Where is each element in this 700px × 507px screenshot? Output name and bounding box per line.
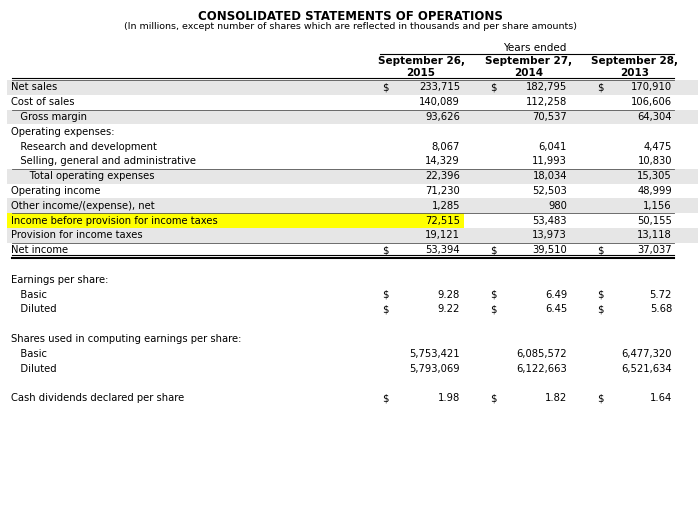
Bar (7, 80, 698, 95)
Text: Basic: Basic (11, 349, 47, 359)
Text: 64,304: 64,304 (638, 112, 672, 122)
Text: 53,394: 53,394 (426, 245, 460, 255)
Text: 93,626: 93,626 (425, 112, 460, 122)
Text: 11,993: 11,993 (532, 156, 567, 166)
Text: 22,396: 22,396 (425, 171, 460, 181)
Text: Diluted: Diluted (11, 364, 57, 374)
Text: Cash dividends declared per share: Cash dividends declared per share (11, 393, 184, 403)
Text: 5.72: 5.72 (650, 289, 672, 300)
Text: September 28,
2013: September 28, 2013 (591, 56, 678, 78)
Text: $: $ (382, 289, 389, 300)
Text: Total operating expenses: Total operating expenses (11, 171, 155, 181)
Text: 1.64: 1.64 (650, 393, 672, 403)
Text: 72,515: 72,515 (425, 215, 460, 226)
Text: $: $ (382, 83, 389, 92)
Text: Shares used in computing earnings per share:: Shares used in computing earnings per sh… (11, 334, 241, 344)
Text: 19,121: 19,121 (425, 230, 460, 240)
Text: 18,034: 18,034 (533, 171, 567, 181)
Text: $: $ (597, 83, 603, 92)
Text: $: $ (490, 393, 496, 403)
Text: Net income: Net income (11, 245, 68, 255)
Text: 13,973: 13,973 (532, 230, 567, 240)
Text: 6,477,320: 6,477,320 (622, 349, 672, 359)
Text: $: $ (382, 304, 389, 314)
Text: $: $ (597, 289, 603, 300)
Text: $: $ (382, 393, 389, 403)
Text: 1.98: 1.98 (438, 393, 460, 403)
Text: 10,830: 10,830 (638, 156, 672, 166)
Bar (7, 169, 698, 184)
Text: $: $ (382, 245, 389, 255)
Text: 39,510: 39,510 (532, 245, 567, 255)
Text: $: $ (597, 245, 603, 255)
Text: 6,041: 6,041 (538, 141, 567, 152)
Text: $: $ (490, 83, 496, 92)
Text: 9.22: 9.22 (438, 304, 460, 314)
Text: Research and development: Research and development (11, 141, 157, 152)
Text: 8,067: 8,067 (432, 141, 460, 152)
Text: Selling, general and administrative: Selling, general and administrative (11, 156, 196, 166)
Text: 37,037: 37,037 (638, 245, 672, 255)
Text: $: $ (490, 289, 496, 300)
Text: 71,230: 71,230 (426, 186, 460, 196)
Text: 106,606: 106,606 (631, 97, 672, 107)
Text: Cost of sales: Cost of sales (11, 97, 74, 107)
Text: Provision for income taxes: Provision for income taxes (11, 230, 143, 240)
Text: 5.68: 5.68 (650, 304, 672, 314)
Text: Years ended: Years ended (503, 43, 567, 53)
Text: 4,475: 4,475 (643, 141, 672, 152)
Text: 1.82: 1.82 (545, 393, 567, 403)
Text: $: $ (490, 304, 496, 314)
Text: 6,122,663: 6,122,663 (517, 364, 567, 374)
Text: 15,305: 15,305 (637, 171, 672, 181)
Text: CONSOLIDATED STATEMENTS OF OPERATIONS: CONSOLIDATED STATEMENTS OF OPERATIONS (197, 10, 503, 23)
Text: Income before provision for income taxes: Income before provision for income taxes (11, 215, 218, 226)
Text: 48,999: 48,999 (637, 186, 672, 196)
Text: 5,753,421: 5,753,421 (410, 349, 460, 359)
Text: $: $ (597, 304, 603, 314)
Text: 70,537: 70,537 (532, 112, 567, 122)
Text: 53,483: 53,483 (533, 215, 567, 226)
Text: 9.28: 9.28 (438, 289, 460, 300)
Text: 5,793,069: 5,793,069 (410, 364, 460, 374)
Text: 6,085,572: 6,085,572 (517, 349, 567, 359)
Text: Gross margin: Gross margin (11, 112, 87, 122)
Text: 182,795: 182,795 (526, 83, 567, 92)
Text: Other income/(expense), net: Other income/(expense), net (11, 201, 155, 211)
Text: September 27,
2014: September 27, 2014 (485, 56, 572, 78)
Text: $: $ (597, 393, 603, 403)
Text: 140,089: 140,089 (419, 97, 460, 107)
Text: (In millions, except number of shares which are reflected in thousands and per s: (In millions, except number of shares wh… (123, 22, 577, 31)
Bar (7, 110, 698, 124)
Text: Diluted: Diluted (11, 304, 57, 314)
Text: 50,155: 50,155 (637, 215, 672, 226)
Text: 170,910: 170,910 (631, 83, 672, 92)
Text: 14,329: 14,329 (426, 156, 460, 166)
Text: September 26,
2015: September 26, 2015 (377, 56, 465, 78)
Bar (7, 198, 698, 213)
Text: 1,156: 1,156 (643, 201, 672, 211)
Text: 13,118: 13,118 (637, 230, 672, 240)
Text: $: $ (490, 245, 496, 255)
Bar (7, 228, 698, 243)
Text: 1,285: 1,285 (431, 201, 460, 211)
Text: 980: 980 (548, 201, 567, 211)
Text: 52,503: 52,503 (532, 186, 567, 196)
Bar (7, 213, 464, 228)
Text: Basic: Basic (11, 289, 47, 300)
Text: 233,715: 233,715 (419, 83, 460, 92)
Text: 6,521,634: 6,521,634 (622, 364, 672, 374)
Text: 6.49: 6.49 (545, 289, 567, 300)
Text: Net sales: Net sales (11, 83, 57, 92)
Text: 6.45: 6.45 (545, 304, 567, 314)
Text: Operating income: Operating income (11, 186, 101, 196)
Text: Earnings per share:: Earnings per share: (11, 275, 109, 285)
Text: Operating expenses:: Operating expenses: (11, 127, 115, 137)
Text: 112,258: 112,258 (526, 97, 567, 107)
